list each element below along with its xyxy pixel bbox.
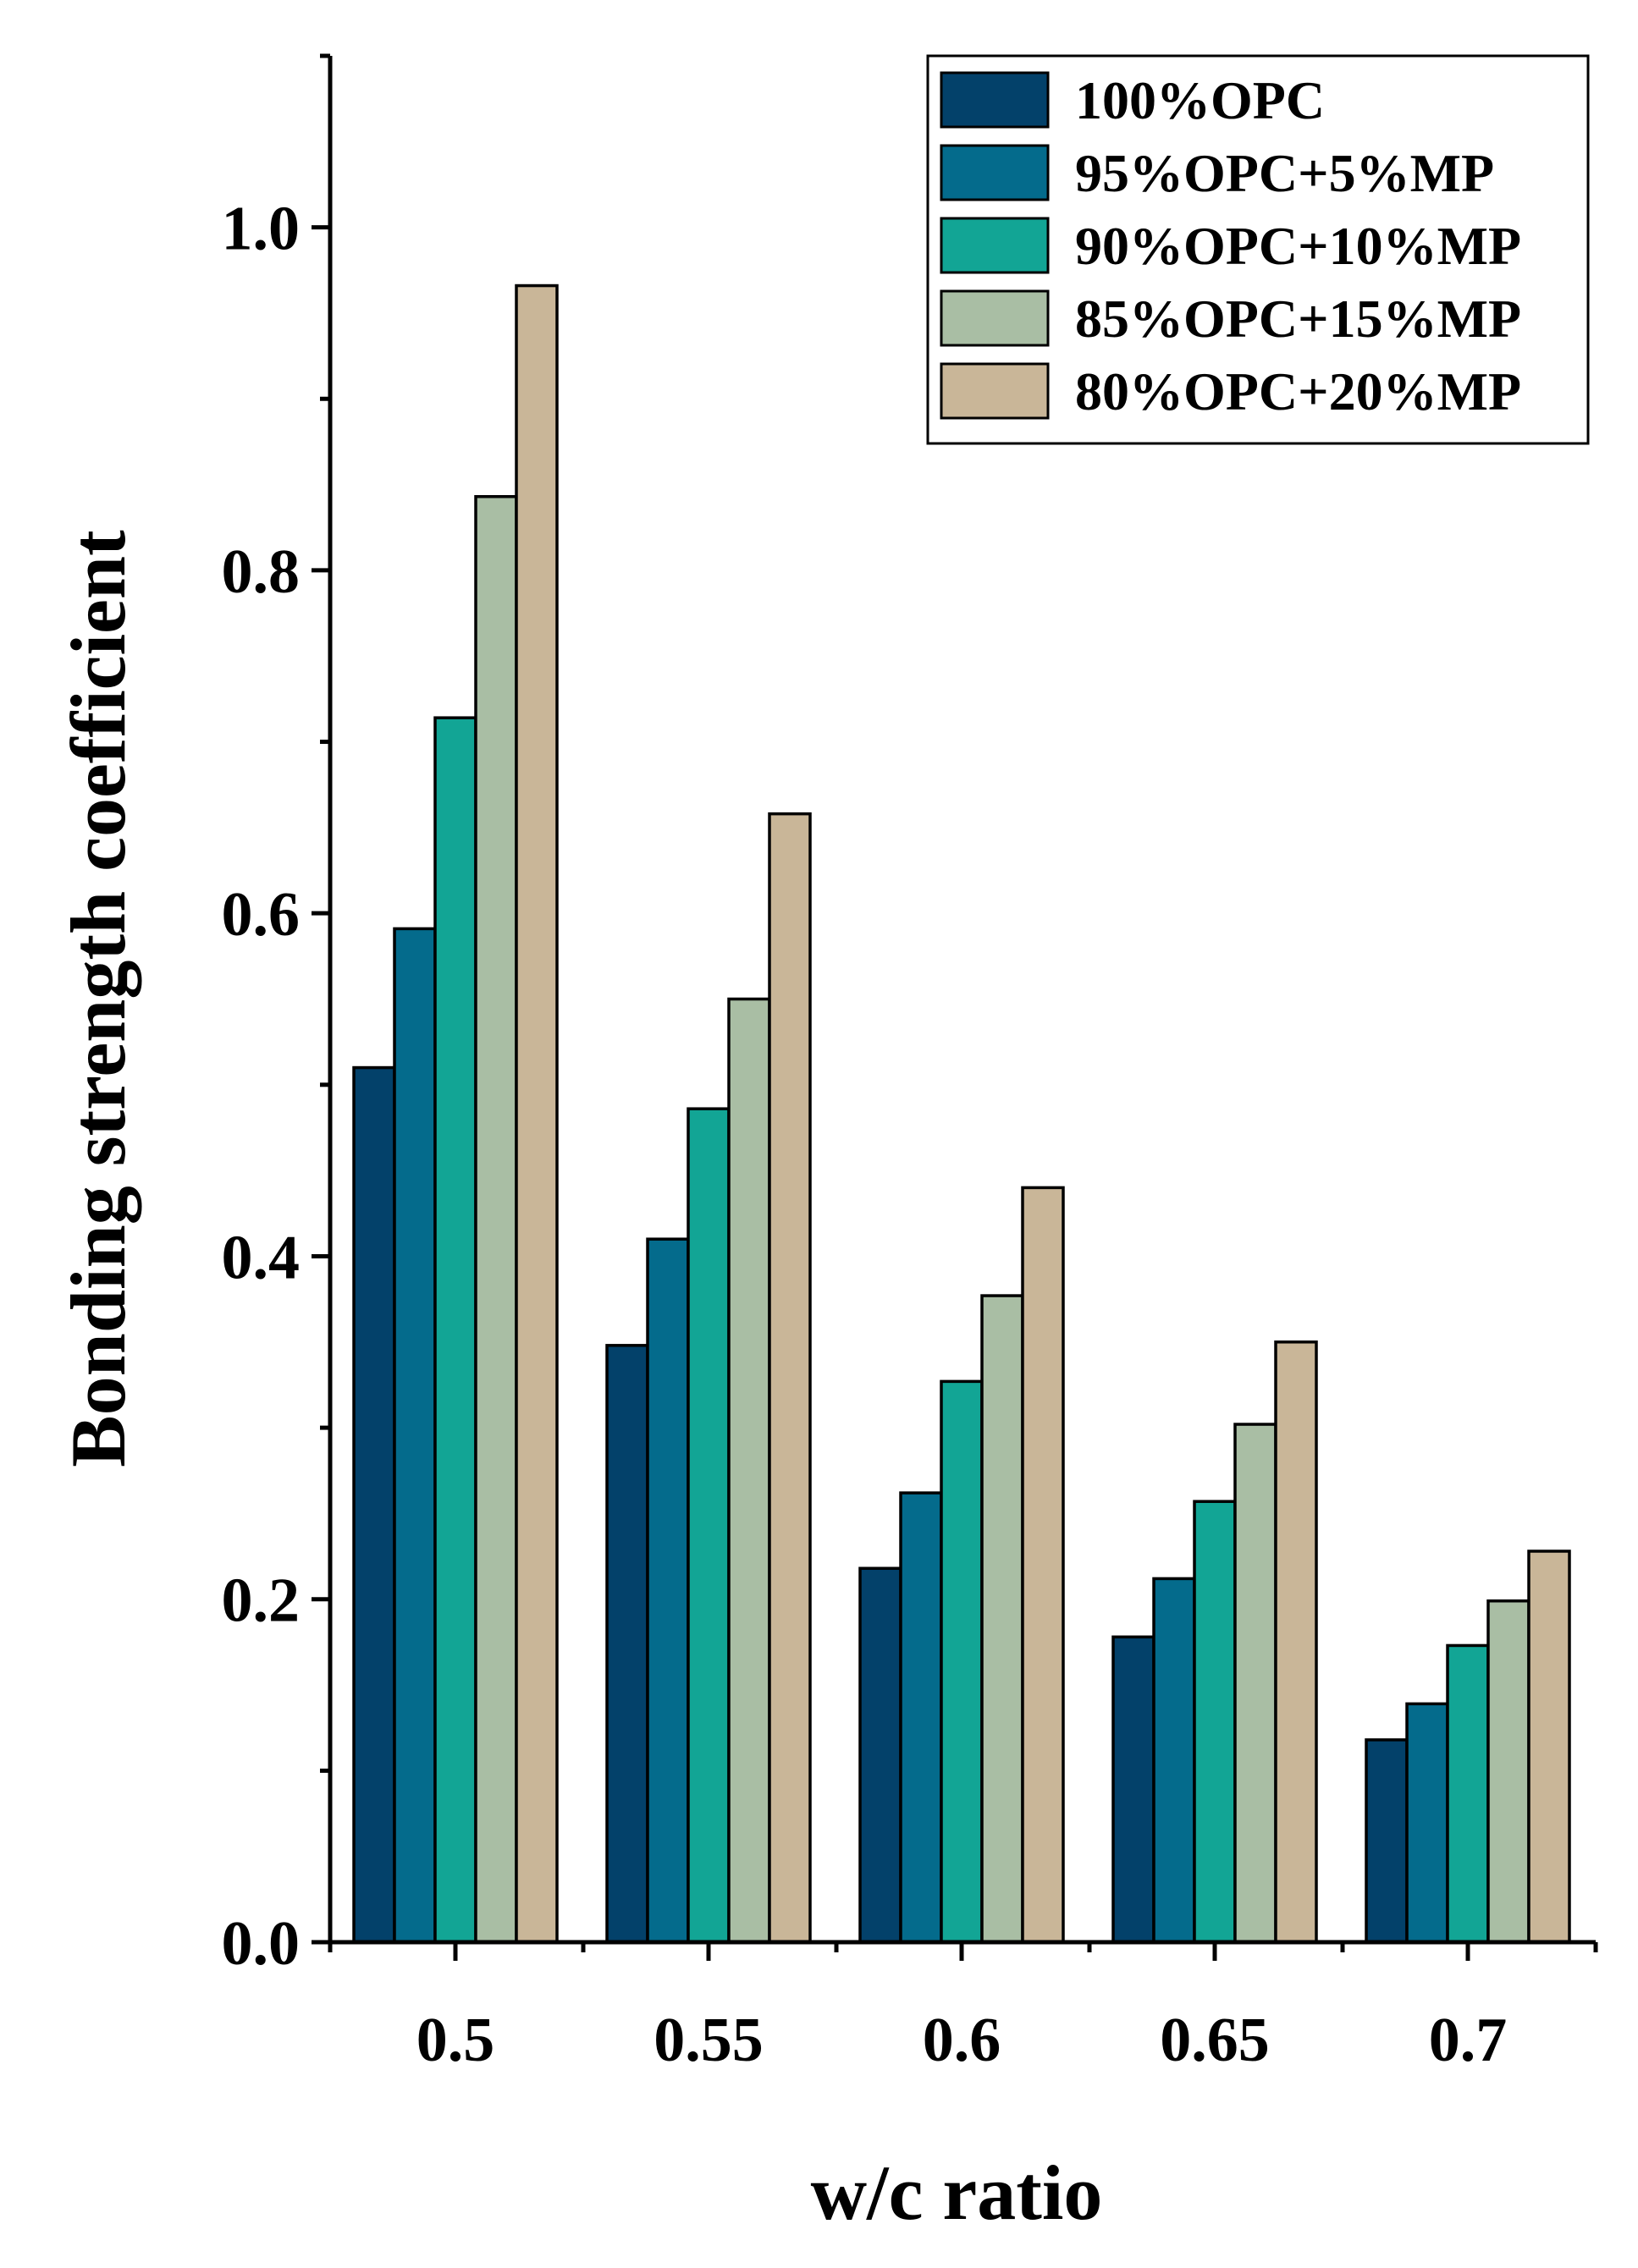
legend-label: 95%OPC+5%MP	[1075, 143, 1494, 203]
bar	[687, 1107, 731, 1944]
bar	[646, 1237, 690, 1944]
bar	[1193, 1500, 1237, 1944]
y-tick-label: 0.4	[222, 1223, 301, 1292]
bar	[474, 495, 518, 1944]
bar	[1274, 1340, 1318, 1944]
bar	[858, 1566, 902, 1944]
y-tick-label: 0.0	[222, 1909, 301, 1979]
bar	[515, 284, 559, 1944]
bar	[1405, 1702, 1449, 1944]
bar	[1446, 1643, 1490, 1944]
bar	[393, 927, 437, 1944]
x-tick-label: 0.55	[654, 2006, 764, 2075]
bar	[899, 1491, 943, 1944]
bar	[352, 1065, 396, 1944]
y-tick-label: 1.0	[222, 195, 301, 264]
bar	[980, 1294, 1024, 1944]
legend-label: 90%OPC+10%MP	[1075, 216, 1521, 276]
bar	[433, 716, 477, 1944]
bar	[1527, 1550, 1571, 1944]
y-tick-label: 0.6	[222, 880, 301, 950]
bar	[1365, 1738, 1409, 1944]
x-tick-label: 0.5	[416, 2006, 495, 2075]
bars-layer	[352, 284, 1571, 1944]
legend-swatch	[940, 362, 1050, 420]
bar	[940, 1379, 984, 1944]
bar	[1233, 1423, 1277, 1944]
legend-swatch	[940, 71, 1050, 129]
bar	[727, 997, 771, 1944]
legend-label: 100%OPC	[1075, 70, 1325, 130]
legend-swatch	[940, 217, 1050, 274]
bar	[1111, 1635, 1155, 1944]
legend-label: 85%OPC+15%MP	[1075, 289, 1521, 349]
legend-swatch	[940, 144, 1050, 201]
bar	[1486, 1599, 1530, 1944]
y-axis-title: Bonding strength coefficient	[55, 530, 141, 1467]
y-tick-label: 0.8	[222, 537, 301, 607]
legend-label: 80%OPC+20%MP	[1075, 361, 1521, 421]
x-tick-label: 0.7	[1429, 2006, 1508, 2075]
x-tick-label: 0.65	[1160, 2006, 1270, 2075]
bar	[1152, 1577, 1196, 1944]
legend-swatch	[940, 289, 1050, 347]
bar	[1021, 1186, 1065, 1944]
ticks-layer: 0.0 0.2 0.4 0.6 0.8 1.0 0.5 0.55 0.6 0.65 0.7	[222, 53, 1598, 2075]
x-axis-title: w/c ratio	[811, 2150, 1103, 2236]
x-tick-label: 0.6	[923, 2006, 1001, 2075]
legend: 100%OPC 95%OPC+5%MP 90%OPC+10%MP 85%OPC+15%…	[926, 54, 1590, 445]
y-tick-label: 0.2	[222, 1566, 301, 1636]
bar	[768, 812, 812, 1944]
bar	[605, 1344, 649, 1944]
